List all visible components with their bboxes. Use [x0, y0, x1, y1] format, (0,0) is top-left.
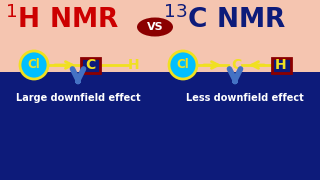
Circle shape	[169, 51, 197, 79]
Text: Less downfield effect: Less downfield effect	[186, 93, 304, 103]
Bar	[0, 0, 320, 72]
Circle shape	[20, 51, 48, 79]
FancyBboxPatch shape	[271, 57, 291, 73]
Text: Large downfield effect: Large downfield effect	[16, 93, 140, 103]
Ellipse shape	[137, 17, 173, 37]
Text: $^{13}$C NMR: $^{13}$C NMR	[163, 5, 286, 33]
Text: C: C	[231, 58, 241, 72]
Text: H: H	[275, 58, 287, 72]
FancyBboxPatch shape	[81, 57, 100, 73]
Text: Cl: Cl	[28, 58, 40, 71]
Text: VS: VS	[147, 22, 163, 32]
Text: Cl: Cl	[177, 58, 189, 71]
Text: $^1$H NMR: $^1$H NMR	[5, 5, 119, 33]
Text: C: C	[85, 58, 95, 72]
Text: H: H	[128, 58, 140, 72]
